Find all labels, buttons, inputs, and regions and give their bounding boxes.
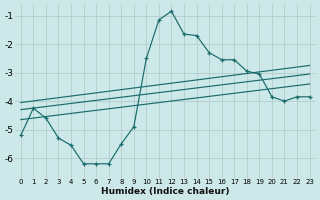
X-axis label: Humidex (Indice chaleur): Humidex (Indice chaleur) <box>101 187 229 196</box>
